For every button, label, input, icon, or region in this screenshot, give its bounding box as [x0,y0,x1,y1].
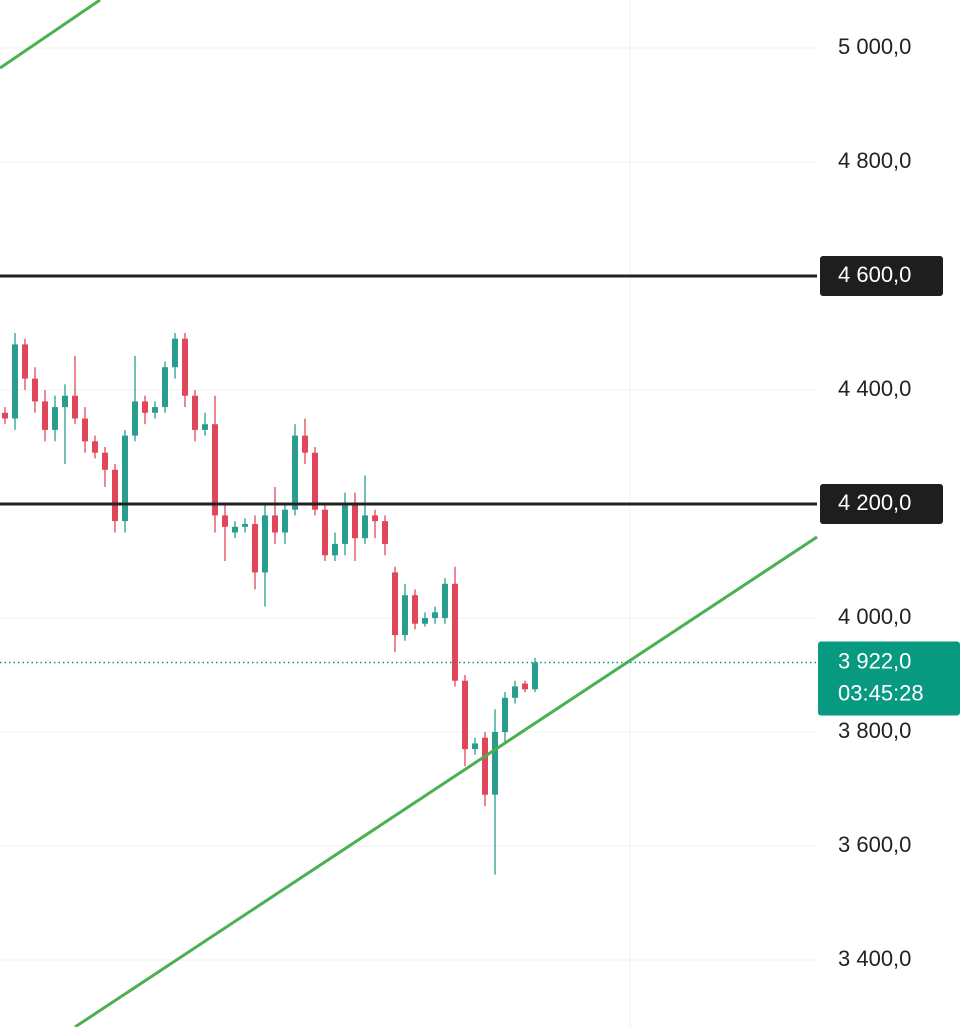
candle-body [82,418,88,442]
candle-body [22,344,28,379]
candle-body [452,583,458,681]
level-label: 4 600,0 [838,262,911,287]
candle-body [132,401,138,436]
countdown-label: 03:45:28 [838,680,924,705]
candle-body [172,338,178,368]
y-tick-label: 4 800,0 [838,148,911,173]
candle-body [202,424,208,430]
candle-body [102,452,108,470]
candle-body [522,683,528,690]
candle-body [502,697,508,733]
candle-body [412,595,418,624]
candle-body [382,521,388,544]
candle-body [462,680,468,750]
candle-body [272,515,278,533]
candle-body [482,737,488,795]
candle-body [282,509,288,533]
y-tick-label: 4 400,0 [838,376,911,401]
y-tick-label: 4 000,0 [838,604,911,629]
candle-body [472,743,478,750]
candle-body [512,686,518,698]
trend-line [74,535,818,1027]
y-tick-label: 3 400,0 [838,946,911,971]
candle-body [402,595,408,636]
candle-body [252,523,258,573]
candle-body [242,523,248,527]
candle-body [62,395,68,408]
candle-body [432,612,438,619]
candle-body [232,526,238,533]
candle-body [12,344,18,419]
candle-body [182,338,188,396]
candle-body [422,618,428,624]
candle-body [52,407,58,430]
level-label: 4 200,0 [838,490,911,515]
current-price-box [818,641,960,716]
candle-body [212,424,218,516]
candle-body [72,395,78,419]
candle-body [142,401,148,413]
candle-body [332,543,338,556]
candle-body [122,435,128,522]
candle-body [112,469,118,522]
candle-body [322,509,328,556]
candle-body [442,583,448,619]
candle-body [222,515,228,527]
candle-body [42,401,48,430]
candle-body [372,515,378,522]
candle-body [162,367,168,408]
candle-body [342,504,348,544]
candle-body [152,407,158,413]
candle-body [262,515,268,573]
candle-body [362,515,368,539]
candle-body [192,395,198,430]
candle-body [2,412,8,419]
y-tick-label: 3 800,0 [838,718,911,743]
candle-body [32,378,38,402]
trend-line [0,0,101,70]
level-label-box [820,256,943,297]
current-price-label: 3 922,0 [838,648,911,673]
y-tick-label: 3 600,0 [838,832,911,857]
candle-body [312,452,318,510]
candle-body [392,572,398,636]
candle-body [352,504,358,539]
candle-body [292,435,298,510]
level-label-box [820,484,943,525]
candle-body [492,732,498,795]
y-tick-label: 5 000,0 [838,34,911,59]
candle-body [302,435,308,453]
candle-body [92,441,98,453]
candle-body [532,662,538,690]
